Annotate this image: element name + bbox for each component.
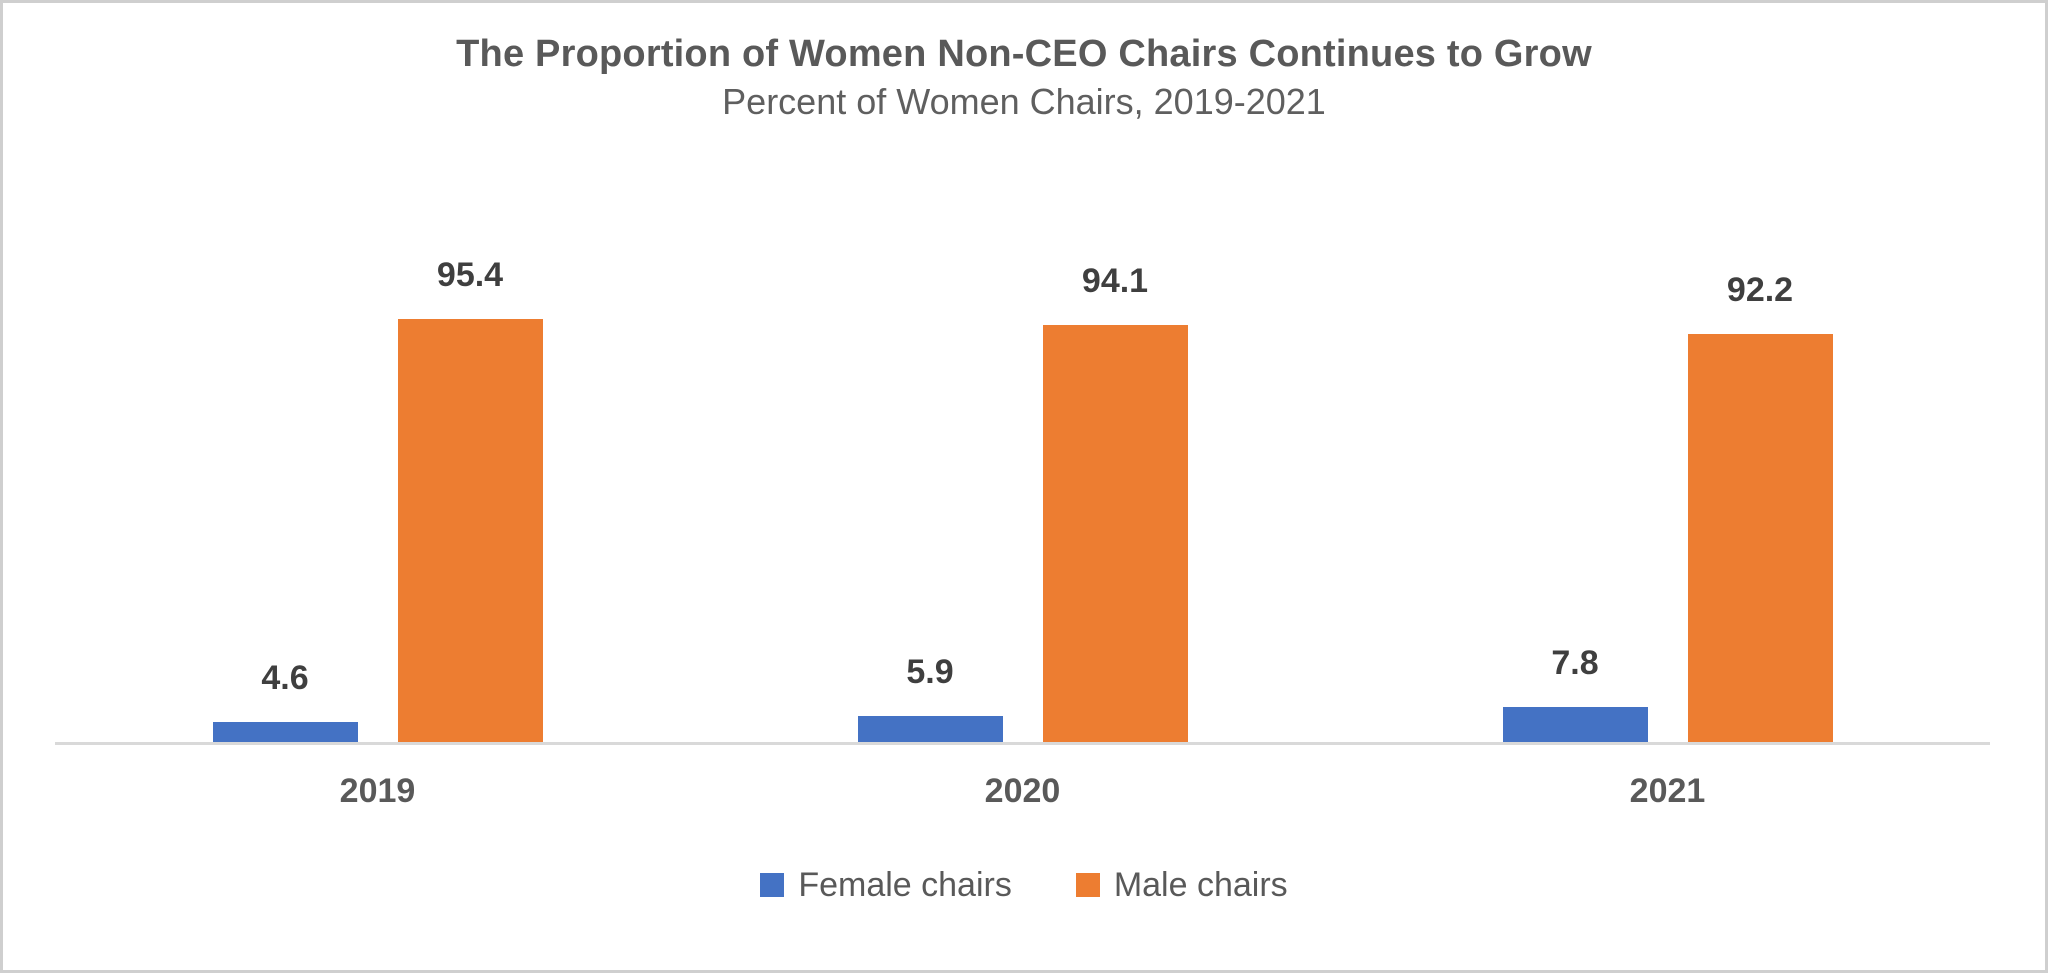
- plot-area: 4.6 95.4 5.9 94.1 7.8 92.2: [55, 183, 1990, 745]
- x-axis-label-2019: 2019: [339, 772, 416, 810]
- value-label-male-chairs-2019: 95.4: [436, 256, 504, 295]
- legend-label-female-chairs: Female chairs: [798, 866, 1012, 904]
- bar-column-female-chairs-2020: 5.9: [857, 652, 1003, 742]
- bar-female-chairs-2021: [1502, 707, 1648, 742]
- bar-group-2019: 4.6 95.4: [55, 183, 700, 742]
- bar-male-chairs-2019: [397, 319, 543, 742]
- x-axis: 2019 2020 2021: [55, 769, 1990, 813]
- bar-female-chairs-2019: [212, 721, 358, 742]
- bar-group-2020: 5.9 94.1: [700, 183, 1345, 742]
- bar-group-2021: 7.8 92.2: [1345, 183, 1990, 742]
- legend-label-male-chairs: Male chairs: [1113, 866, 1288, 904]
- bar-male-chairs-2021: [1687, 333, 1833, 742]
- bar-column-female-chairs-2021: 7.8: [1502, 643, 1648, 742]
- bar-column-male-chairs-2020: 94.1: [1042, 261, 1188, 742]
- bar-female-chairs-2020: [857, 715, 1003, 742]
- legend-swatch-female-chairs: [760, 873, 785, 897]
- bar-male-chairs-2020: [1042, 325, 1188, 742]
- value-label-female-chairs-2021: 7.8: [1551, 644, 1599, 683]
- chart-title: The Proportion of Women Non-CEO Chairs C…: [456, 33, 1592, 75]
- value-label-male-chairs-2020: 94.1: [1081, 262, 1149, 301]
- legend-swatch-male-chairs: [1075, 873, 1100, 897]
- bar-column-male-chairs-2021: 92.2: [1687, 270, 1833, 742]
- value-label-female-chairs-2020: 5.9: [906, 652, 954, 691]
- bar-column-male-chairs-2019: 95.4: [397, 255, 543, 742]
- legend: Female chairs Male chairs: [3, 865, 2045, 905]
- value-label-female-chairs-2019: 4.6: [261, 658, 309, 697]
- legend-item-female-chairs: Female chairs: [760, 865, 1012, 905]
- x-axis-label-2021: 2021: [1629, 772, 1706, 810]
- legend-item-male-chairs: Male chairs: [1075, 865, 1288, 905]
- value-label-male-chairs-2021: 92.2: [1726, 270, 1794, 309]
- chart-subtitle: Percent of Women Chairs, 2019-2021: [722, 81, 1326, 122]
- x-axis-label-2020: 2020: [984, 772, 1061, 810]
- bar-column-female-chairs-2019: 4.6: [212, 658, 358, 742]
